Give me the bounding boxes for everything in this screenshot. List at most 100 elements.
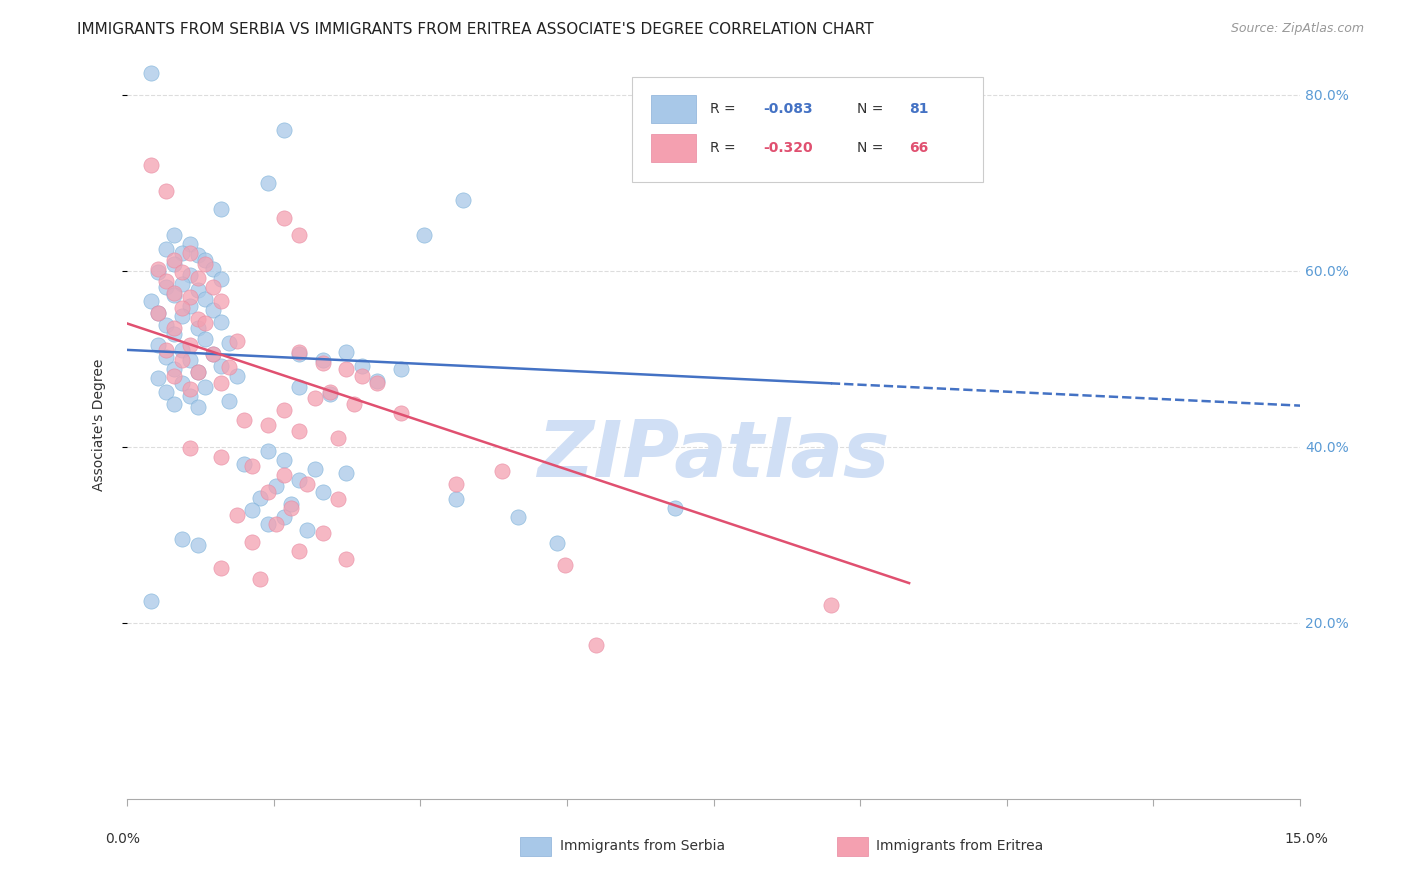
Text: Source: ZipAtlas.com: Source: ZipAtlas.com <box>1230 22 1364 36</box>
Point <box>163 397 186 411</box>
Point <box>273 467 295 482</box>
Point <box>366 374 388 388</box>
Point <box>491 464 513 478</box>
Point <box>343 397 366 411</box>
Point <box>257 176 280 190</box>
Point <box>273 123 295 137</box>
Point <box>209 450 232 465</box>
Point <box>249 572 271 586</box>
Point <box>225 508 247 523</box>
Point <box>319 387 342 401</box>
Point <box>170 277 193 291</box>
Point <box>202 261 225 276</box>
Point <box>249 491 271 505</box>
Point <box>585 638 607 652</box>
Point <box>546 536 568 550</box>
Point <box>209 202 232 216</box>
Point <box>186 248 208 262</box>
Text: -0.320: -0.320 <box>763 141 813 155</box>
Point <box>186 283 208 297</box>
Point <box>273 211 295 225</box>
Point <box>194 332 217 346</box>
Point <box>335 362 357 376</box>
Point <box>273 510 295 524</box>
Point <box>264 479 287 493</box>
Point <box>170 265 193 279</box>
Point <box>186 365 208 379</box>
Point <box>350 359 373 373</box>
Point <box>179 268 201 282</box>
Point <box>148 261 170 276</box>
Text: -0.083: -0.083 <box>763 102 813 116</box>
Point <box>194 253 217 268</box>
Point <box>209 272 232 286</box>
Point <box>335 344 357 359</box>
Point <box>194 292 217 306</box>
Point <box>209 359 232 373</box>
Point <box>288 228 311 243</box>
Point <box>163 326 186 341</box>
Point <box>280 501 302 516</box>
Point <box>170 246 193 260</box>
Point <box>155 318 177 333</box>
Point <box>233 413 256 427</box>
Point <box>328 431 350 445</box>
Point <box>209 294 232 309</box>
Point <box>554 558 576 573</box>
Point <box>155 274 177 288</box>
Point <box>444 476 467 491</box>
Point <box>288 347 311 361</box>
Point <box>155 343 177 357</box>
Point <box>179 299 201 313</box>
Point <box>288 543 311 558</box>
Point <box>273 453 295 467</box>
Point <box>202 279 225 293</box>
Point <box>413 228 436 243</box>
Point <box>218 335 240 350</box>
Point <box>163 257 186 271</box>
Point <box>163 362 186 376</box>
Point <box>186 270 208 285</box>
Point <box>179 246 201 260</box>
Point <box>148 306 170 320</box>
Point <box>163 228 186 243</box>
Point <box>139 65 162 79</box>
Point <box>257 485 280 500</box>
Point <box>155 185 177 199</box>
Point <box>186 312 208 326</box>
FancyBboxPatch shape <box>631 77 983 182</box>
Point <box>179 353 201 368</box>
Point <box>366 376 388 391</box>
Point <box>139 158 162 172</box>
Point <box>257 417 280 432</box>
Point <box>163 369 186 384</box>
Point <box>186 538 208 552</box>
Point <box>311 525 333 540</box>
Point <box>179 442 201 456</box>
Point <box>170 353 193 368</box>
Point <box>319 385 342 400</box>
Point <box>257 444 280 458</box>
Point <box>240 534 263 549</box>
Point <box>179 383 201 397</box>
Point <box>163 321 186 335</box>
Point <box>240 458 263 473</box>
Text: ZIPatlas: ZIPatlas <box>537 417 890 492</box>
Point <box>163 285 186 300</box>
Point <box>209 561 232 575</box>
Point <box>304 392 326 406</box>
Text: R =: R = <box>710 141 740 155</box>
Point <box>288 424 311 438</box>
Point <box>280 497 302 511</box>
Text: 81: 81 <box>910 102 929 116</box>
Text: IMMIGRANTS FROM SERBIA VS IMMIGRANTS FROM ERITREA ASSOCIATE'S DEGREE CORRELATION: IMMIGRANTS FROM SERBIA VS IMMIGRANTS FRO… <box>77 22 875 37</box>
Point <box>155 242 177 256</box>
Point <box>170 343 193 357</box>
Text: 0.0%: 0.0% <box>105 832 141 846</box>
FancyBboxPatch shape <box>651 134 696 162</box>
Point <box>139 593 162 607</box>
Point <box>155 385 177 400</box>
Point <box>202 347 225 361</box>
Point <box>820 598 842 612</box>
Point <box>508 510 530 524</box>
